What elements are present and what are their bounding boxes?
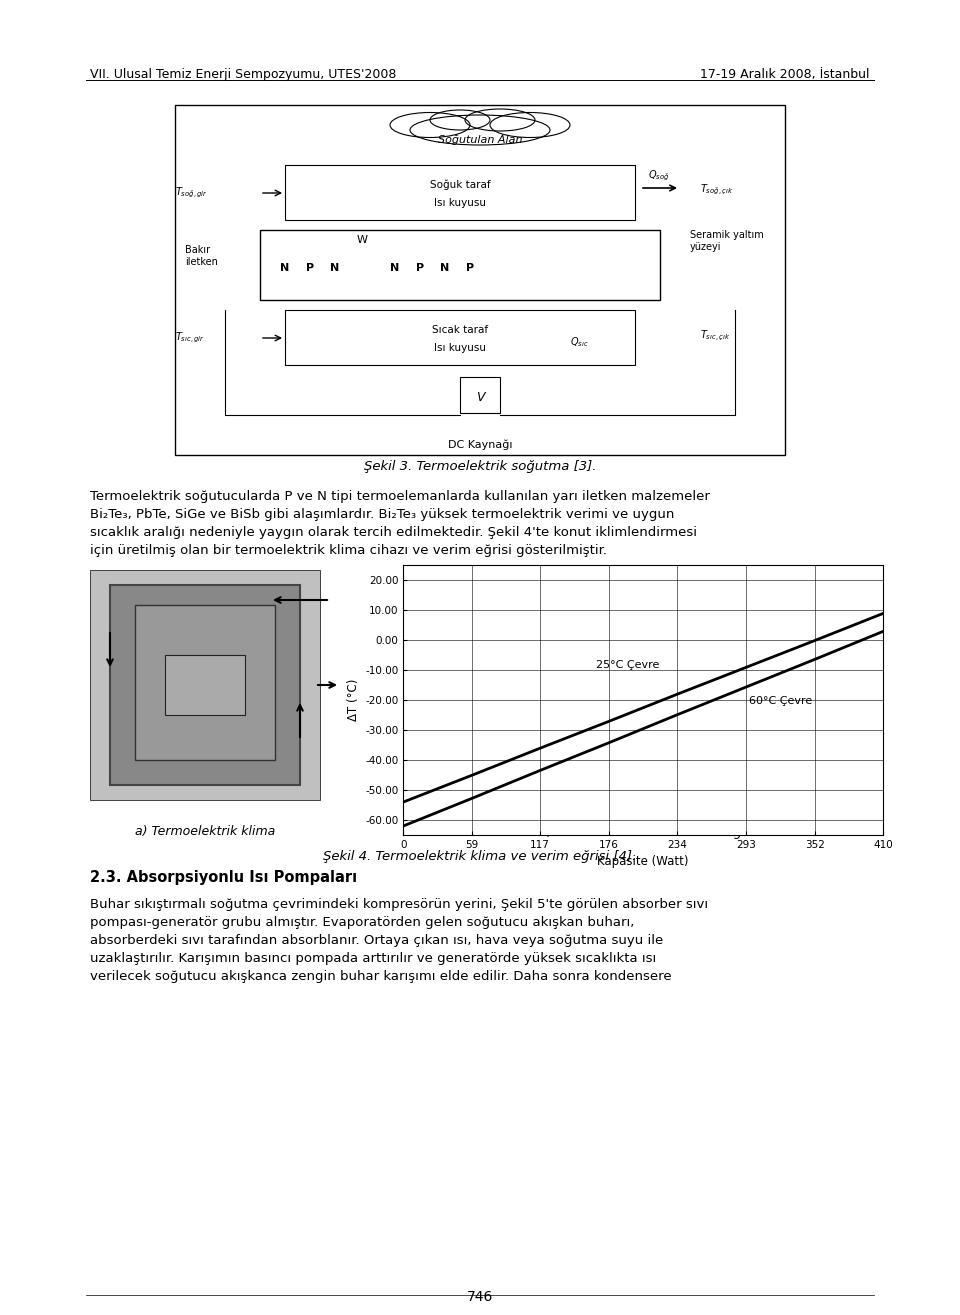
Text: Seramik yaltım
yüzeyi: Seramik yaltım yüzeyi bbox=[690, 230, 764, 252]
Text: 60°C Çevre: 60°C Çevre bbox=[749, 696, 812, 706]
Text: Buhar sıkıştırmalı soğutma çevrimindeki kompresörün yerini, Şekil 5'te görülen a: Buhar sıkıştırmalı soğutma çevrimindeki … bbox=[90, 898, 708, 911]
Text: $T_{sıc,çık}$: $T_{sıc,çık}$ bbox=[700, 329, 731, 343]
Bar bbox=[460, 377, 500, 413]
Text: sıcaklık aralığı nedeniyle yaygın olarak tercih edilmektedir. Şekil 4'te konut i: sıcaklık aralığı nedeniyle yaygın olarak… bbox=[90, 526, 697, 539]
Text: Soğuk taraf: Soğuk taraf bbox=[430, 180, 491, 191]
Text: Bi₂Te₃, PbTe, SiGe ve BiSb gibi alaşımlardır. Bi₂Te₃ yüksek termoelektrik verimi: Bi₂Te₃, PbTe, SiGe ve BiSb gibi alaşımla… bbox=[90, 508, 674, 521]
Bar bbox=[175, 105, 785, 455]
Bar bbox=[285, 164, 635, 220]
Text: V: V bbox=[476, 391, 484, 404]
Text: Isı kuyusu: Isı kuyusu bbox=[434, 199, 486, 208]
Text: W: W bbox=[356, 235, 368, 245]
Text: P: P bbox=[466, 263, 474, 274]
Text: Soğutulan Alan: Soğutulan Alan bbox=[438, 135, 522, 145]
Text: Termoelektrik soğutucularda P ve N tipi termoelemanlarda kullanılan yarı iletken: Termoelektrik soğutucularda P ve N tipi … bbox=[90, 490, 709, 504]
Bar bbox=[90, 569, 320, 800]
Text: $T_{soğ,gir}$: $T_{soğ,gir}$ bbox=[175, 185, 208, 200]
Text: Şekil 3. Termoelektrik soğutma [3].: Şekil 3. Termoelektrik soğutma [3]. bbox=[364, 460, 596, 473]
Text: verilecek soğutucu akışkanca zengin buhar karışımı elde edilir. Daha sonra konde: verilecek soğutucu akışkanca zengin buha… bbox=[90, 970, 672, 984]
Bar bbox=[135, 605, 275, 760]
Text: Bakır
iletken: Bakır iletken bbox=[185, 246, 218, 267]
Text: uzaklaştırılır. Karışımın basıncı pompada arttırılır ve generatörde yüksek sıcak: uzaklaştırılır. Karışımın basıncı pompad… bbox=[90, 952, 657, 965]
Text: Sıcak taraf: Sıcak taraf bbox=[432, 325, 488, 335]
Text: 25°C Çevre: 25°C Çevre bbox=[596, 660, 660, 671]
Text: absorberdeki sıvı tarafından absorblanır. Ortaya çıkan ısı, hava veya soğutma su: absorberdeki sıvı tarafından absorblanır… bbox=[90, 934, 663, 947]
Text: a) Termoelektrik klima: a) Termoelektrik klima bbox=[134, 825, 276, 838]
Text: DC Kaynağı: DC Kaynağı bbox=[447, 439, 513, 450]
Text: 17-19 Aralık 2008, İstanbul: 17-19 Aralık 2008, İstanbul bbox=[701, 68, 870, 82]
Text: N: N bbox=[441, 263, 449, 274]
Text: $Q_{soğ}$: $Q_{soğ}$ bbox=[648, 168, 669, 183]
Y-axis label: ΔT (°C): ΔT (°C) bbox=[347, 679, 360, 722]
X-axis label: Kapasite (Watt): Kapasite (Watt) bbox=[597, 856, 689, 868]
Text: VII. Ulusal Temiz Enerji Sempozyumu, UTES'2008: VII. Ulusal Temiz Enerji Sempozyumu, UTE… bbox=[90, 68, 396, 82]
Bar bbox=[165, 655, 245, 715]
Text: 2.3. Absorpsiyonlu Isı Pompaları: 2.3. Absorpsiyonlu Isı Pompaları bbox=[90, 871, 357, 885]
Text: Şekil 4. Termoelektrik klima ve verim eğrisi [4].: Şekil 4. Termoelektrik klima ve verim eğ… bbox=[324, 849, 636, 863]
Bar bbox=[110, 585, 300, 785]
Bar bbox=[285, 310, 635, 366]
Bar bbox=[260, 230, 660, 300]
Text: için üretilmiş olan bir termoelektrik klima cihazı ve verim eğrisi gösterilmişti: için üretilmiş olan bir termoelektrik kl… bbox=[90, 544, 607, 558]
Text: P: P bbox=[416, 263, 424, 274]
Text: P: P bbox=[306, 263, 314, 274]
Text: $T_{soğ,çık}$: $T_{soğ,çık}$ bbox=[700, 183, 733, 197]
Text: N: N bbox=[330, 263, 340, 274]
Text: N: N bbox=[280, 263, 290, 274]
Text: Isı kuyusu: Isı kuyusu bbox=[434, 343, 486, 352]
Text: 746: 746 bbox=[467, 1290, 493, 1304]
Text: N: N bbox=[391, 263, 399, 274]
Text: $T_{sıc,gir}$: $T_{sıc,gir}$ bbox=[175, 330, 205, 345]
Text: $Q_{sıc}$: $Q_{sıc}$ bbox=[570, 335, 588, 348]
Text: b) İklimlendirme cihazı verim eğrisi: b) İklimlendirme cihazı verim eğrisi bbox=[540, 825, 760, 839]
Text: pompası-generatör grubu almıştır. Evaporatörden gelen soğutucu akışkan buharı,: pompası-generatör grubu almıştır. Evapor… bbox=[90, 917, 635, 928]
